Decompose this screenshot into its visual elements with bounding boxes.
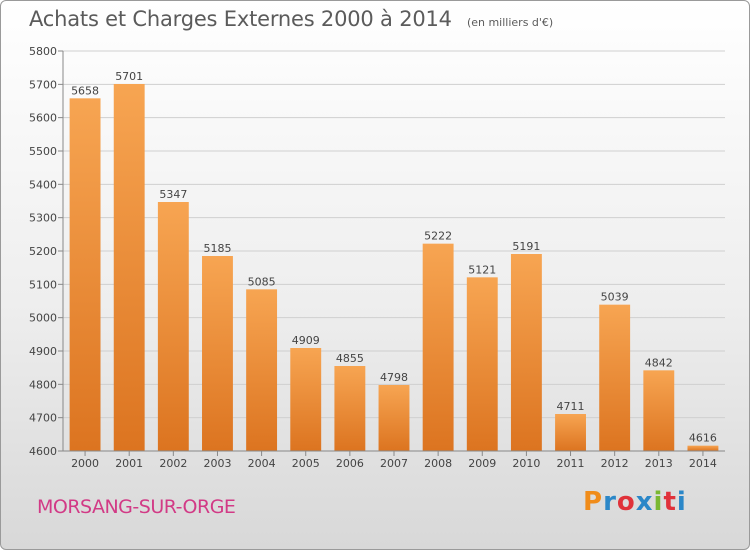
y-tick-label: 4900	[29, 345, 57, 358]
data-label-2011: 4711	[557, 400, 585, 413]
x-tick-label-2006: 2006	[336, 457, 364, 470]
bar-2012	[599, 304, 631, 451]
bar-2003	[202, 256, 233, 451]
logo-letter: x	[635, 487, 654, 517]
chart-title: Achats et Charges Externes 2000 à 2014	[29, 7, 452, 31]
logo-letter: P	[583, 487, 604, 517]
data-label-2001: 5701	[115, 70, 143, 83]
y-tick-label: 4800	[29, 378, 57, 391]
data-label-2002: 5347	[159, 188, 187, 201]
x-tick-label-2008: 2008	[424, 457, 452, 470]
x-tick-label-2012: 2012	[601, 457, 629, 470]
logo-letter: i	[676, 487, 687, 517]
x-axis-ticks: 2000 2001 2002 2003 2004 2005 2006 2007 2008 2009…	[71, 451, 717, 470]
y-tick-label: 5300	[29, 212, 57, 225]
data-label-2003: 5185	[203, 242, 231, 255]
chart-subtitle: (en milliers d'€)	[466, 16, 554, 29]
x-tick-label-2010: 2010	[512, 457, 540, 470]
y-tick-label: 5000	[29, 312, 57, 325]
data-label-2014: 4616	[689, 432, 717, 445]
data-label-2013: 4842	[645, 356, 673, 369]
bar-2011	[555, 414, 586, 451]
x-tick-label-2007: 2007	[380, 457, 408, 470]
x-tick-label-2000: 2000	[71, 457, 99, 470]
logo-letter: r	[603, 487, 617, 517]
chart-header: Achats et Charges Externes 2000 à 2014 (…	[29, 7, 553, 31]
x-tick-label-2009: 2009	[468, 457, 496, 470]
bar-2001	[113, 84, 145, 451]
bar-2013	[643, 370, 675, 451]
data-label-2012: 5039	[601, 291, 629, 304]
logo-letter: o	[616, 487, 636, 517]
logo-letter: i	[653, 487, 664, 517]
data-label-2009: 5121	[468, 263, 496, 276]
bar-2009	[466, 277, 498, 451]
data-labels: 5658 5701 5347 5185 5085 4909 4855 4798 5222 5121…	[71, 70, 717, 445]
bar-2004	[246, 289, 278, 451]
data-label-2007: 4798	[380, 371, 408, 384]
y-tick-label: 5100	[29, 278, 57, 291]
proxiti-logo: Proxiti	[583, 487, 687, 517]
x-tick-label-2011: 2011	[557, 457, 585, 470]
data-label-2000: 5658	[71, 84, 99, 97]
bar-2000	[69, 98, 101, 451]
x-tick-label-2013: 2013	[645, 457, 673, 470]
y-tick-label: 5700	[29, 78, 57, 91]
y-tick-label: 5500	[29, 145, 57, 158]
y-tick-label: 5800	[29, 45, 57, 58]
data-label-2008: 5222	[424, 230, 452, 243]
y-tick-label: 4600	[29, 445, 57, 458]
x-tick-label-2002: 2002	[159, 457, 187, 470]
data-label-2010: 5191	[512, 240, 540, 253]
data-label-2004: 5085	[248, 275, 276, 288]
y-tick-label: 5400	[29, 178, 57, 191]
data-label-2005: 4909	[292, 334, 320, 347]
x-tick-label-2004: 2004	[248, 457, 276, 470]
x-tick-label-2001: 2001	[115, 457, 143, 470]
bar-2010	[510, 254, 542, 451]
x-tick-label-2003: 2003	[203, 457, 231, 470]
bar-2002	[157, 202, 189, 451]
y-tick-label: 5200	[29, 245, 57, 258]
y-tick-label: 5600	[29, 112, 57, 125]
bar-2007	[378, 385, 410, 451]
data-label-2006: 4855	[336, 352, 364, 365]
y-tick-label: 4700	[29, 412, 57, 425]
commune-name: MORSANG-SUR-ORGE	[37, 496, 236, 518]
bar-2006	[334, 366, 366, 451]
x-tick-label-2005: 2005	[292, 457, 320, 470]
x-tick-label-2014: 2014	[689, 457, 717, 470]
logo-letter: t	[663, 487, 677, 517]
bar-2008	[422, 243, 454, 451]
bar-2005	[290, 348, 322, 451]
bars	[69, 84, 719, 451]
bar-2014	[687, 445, 719, 451]
